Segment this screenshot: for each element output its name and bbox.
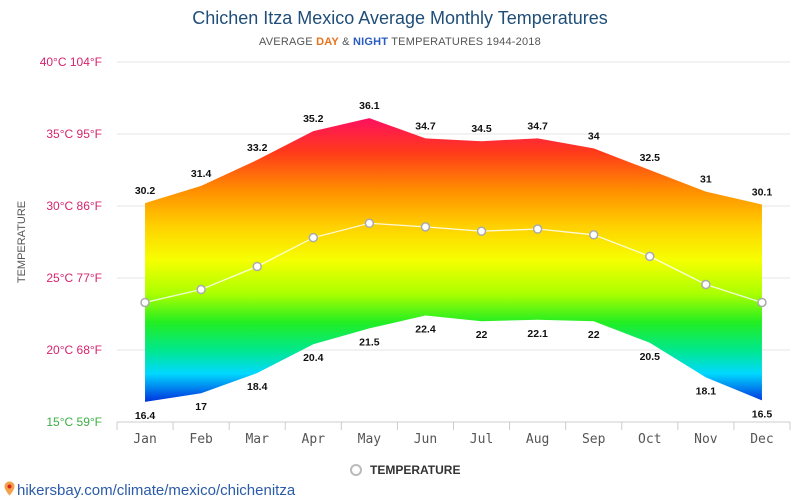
night-value-label: 18.1 <box>696 385 717 397</box>
y-tick-label: 15°C 59°F <box>46 415 102 429</box>
day-value-label: 34 <box>588 130 600 142</box>
day-value-label: 33.2 <box>247 142 268 154</box>
x-tick-label: Sep <box>582 432 606 447</box>
night-value-label: 22.4 <box>415 323 436 335</box>
average-point[interactable] <box>645 251 655 262</box>
day-value-label: 30.2 <box>135 185 156 197</box>
average-point[interactable] <box>252 261 262 272</box>
day-value-label: 30.1 <box>752 187 773 199</box>
legend-label: TEMPERATURE <box>370 463 461 477</box>
night-value-label: 16.5 <box>752 408 773 420</box>
x-tick-label: Nov <box>694 432 718 447</box>
average-point[interactable] <box>588 230 599 240</box>
day-value-label: 31 <box>700 174 712 186</box>
source-link[interactable]: hikersbay.com/climate/mexico/chichenitza <box>4 481 295 500</box>
subtitle-night: NIGHT <box>352 36 389 48</box>
night-value-label: 22 <box>476 329 488 341</box>
day-value-label: 36.1 <box>359 100 380 112</box>
x-tick-label: Aug <box>526 432 549 447</box>
day-value-label: 34.5 <box>471 123 492 135</box>
subtitle-suffix: TEMPERATURES 1944-2018 <box>388 36 541 48</box>
day-value-label: 35.2 <box>303 113 324 125</box>
average-point[interactable] <box>701 279 711 290</box>
x-tick-label: Jul <box>470 432 493 447</box>
x-tick-label: May <box>358 432 382 447</box>
x-tick-label: Oct <box>638 432 661 447</box>
chart-title: Chichen Itza Mexico Average Monthly Temp… <box>192 8 608 28</box>
night-value-label: 17 <box>195 401 207 413</box>
location-pin-icon <box>4 481 15 500</box>
y-axis-title: TEMPERATURE <box>16 201 28 283</box>
subtitle-day: DAY <box>316 36 339 48</box>
x-tick-label: Jun <box>414 432 437 447</box>
temperature-range-area <box>145 118 762 402</box>
x-tick-label: Feb <box>189 432 213 447</box>
average-point[interactable] <box>140 297 150 308</box>
chart-legend: TEMPERATURE <box>350 463 460 477</box>
night-value-label: 22 <box>588 329 600 341</box>
line-layer <box>140 218 767 308</box>
y-tick-label: 40°C 104°F <box>40 55 102 69</box>
source-url[interactable]: hikersbay.com/climate/mexico/chichenitza <box>17 482 296 499</box>
day-value-label: 34.7 <box>527 120 548 132</box>
night-value-label: 20.4 <box>303 352 324 364</box>
x-tick-label: Apr <box>302 432 326 447</box>
average-point[interactable] <box>308 232 319 243</box>
subtitle-prefix: AVERAGE <box>259 36 317 48</box>
night-value-label: 20.5 <box>640 351 661 363</box>
average-temperature-line <box>144 222 763 304</box>
y-tick-label: 20°C 68°F <box>46 343 102 357</box>
area-layer <box>145 118 762 402</box>
day-value-label: 32.5 <box>640 152 661 164</box>
y-tick-label: 30°C 86°F <box>46 199 102 213</box>
label-layer: 30.2 31.4 33.2 35.2 36.1 34.7 34.5 34.7 34 32.5 31… <box>135 100 773 422</box>
x-tick-label: Jan <box>133 432 156 447</box>
average-point[interactable] <box>757 297 767 308</box>
subtitle-amp: & <box>338 36 353 48</box>
x-tick-label: Dec <box>750 432 773 447</box>
average-point[interactable] <box>196 284 206 295</box>
night-value-label: 18.4 <box>247 381 268 393</box>
night-value-label: 16.4 <box>135 410 156 422</box>
chart-subtitle: AVERAGE DAY & NIGHT TEMPERATURES 1944-20… <box>0 36 800 48</box>
night-value-label: 21.5 <box>359 336 380 348</box>
y-tick-label: 35°C 95°F <box>46 127 102 141</box>
night-value-label: 22.1 <box>527 328 548 340</box>
average-point[interactable] <box>532 224 543 234</box>
average-point[interactable] <box>364 218 375 229</box>
x-tick-label: Mar <box>245 432 269 447</box>
axis-layer: 40°C 104°F 35°C 95°F 30°C 86°F 25°C 77°F 20°… <box>16 55 791 447</box>
day-value-label: 31.4 <box>191 168 212 180</box>
average-point[interactable] <box>420 222 431 232</box>
legend-marker <box>350 464 362 476</box>
day-value-label: 34.7 <box>415 120 436 132</box>
average-point[interactable] <box>476 226 487 236</box>
y-tick-label: 25°C 77°F <box>46 271 102 285</box>
